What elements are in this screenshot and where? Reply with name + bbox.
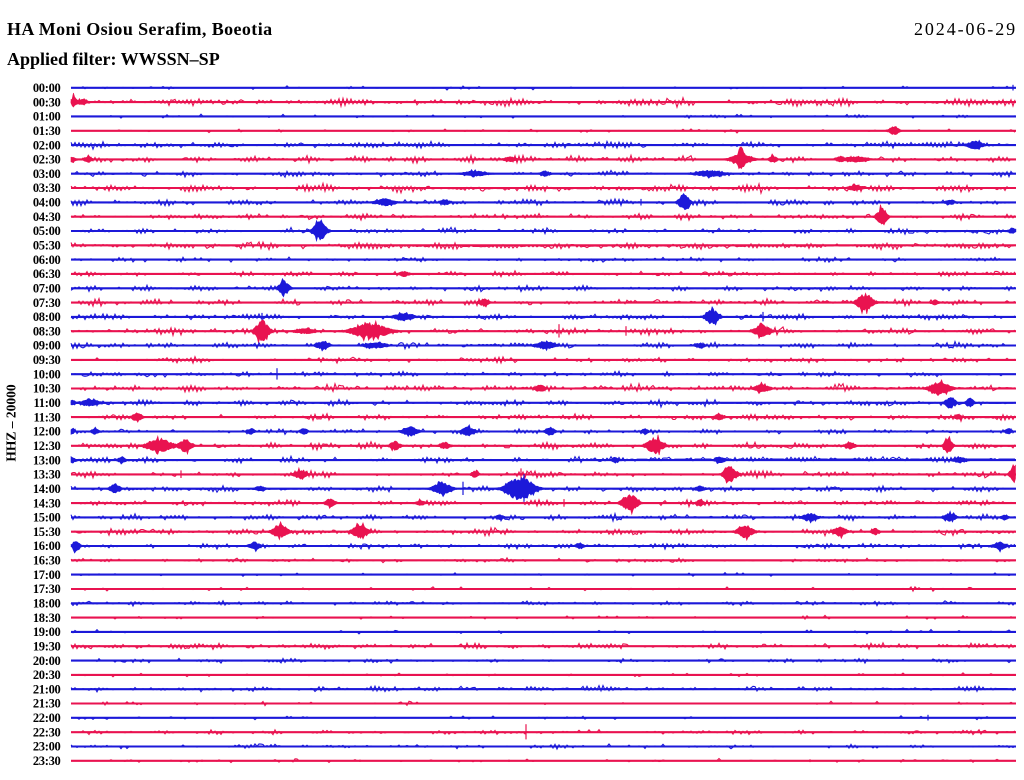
svg-text:HA Moni Osiou Serafim, Boeotia: HA Moni Osiou Serafim, Boeotia [7, 19, 273, 39]
svg-text:13:00: 13:00 [33, 453, 61, 467]
svg-text:19:00: 19:00 [33, 625, 61, 639]
svg-text:20:30: 20:30 [33, 668, 61, 682]
svg-text:21:30: 21:30 [33, 697, 61, 711]
svg-text:05:00: 05:00 [33, 224, 61, 238]
svg-text:03:30: 03:30 [33, 181, 61, 195]
svg-text:15:00: 15:00 [33, 511, 61, 525]
svg-text:23:30: 23:30 [33, 754, 61, 768]
svg-text:04:00: 04:00 [33, 196, 61, 210]
svg-text:13:30: 13:30 [33, 468, 61, 482]
svg-text:23:00: 23:00 [33, 740, 61, 754]
svg-text:10:30: 10:30 [33, 382, 61, 396]
svg-text:19:30: 19:30 [33, 639, 61, 653]
svg-text:18:00: 18:00 [33, 597, 61, 611]
svg-text:04:30: 04:30 [33, 210, 61, 224]
svg-text:17:00: 17:00 [33, 568, 61, 582]
svg-text:06:00: 06:00 [33, 253, 61, 267]
svg-text:08:30: 08:30 [33, 324, 61, 338]
svg-text:11:30: 11:30 [34, 410, 61, 424]
svg-text:10:00: 10:00 [33, 367, 61, 381]
svg-text:14:00: 14:00 [33, 482, 61, 496]
svg-text:07:00: 07:00 [33, 282, 61, 296]
svg-text:22:30: 22:30 [33, 725, 61, 739]
svg-text:09:30: 09:30 [33, 353, 61, 367]
svg-text:00:00: 00:00 [33, 81, 61, 95]
svg-text:05:30: 05:30 [33, 239, 61, 253]
svg-text:21:00: 21:00 [33, 682, 61, 696]
svg-text:16:30: 16:30 [33, 554, 61, 568]
svg-text:07:30: 07:30 [33, 296, 61, 310]
svg-text:16:00: 16:00 [33, 539, 61, 553]
svg-text:00:30: 00:30 [33, 95, 61, 109]
svg-text:03:00: 03:00 [33, 167, 61, 181]
svg-text:15:30: 15:30 [33, 525, 61, 539]
svg-text:20:00: 20:00 [33, 654, 61, 668]
svg-text:14:30: 14:30 [33, 496, 61, 510]
svg-text:11:00: 11:00 [34, 396, 61, 410]
svg-text:12:00: 12:00 [33, 425, 61, 439]
svg-text:17:30: 17:30 [33, 582, 61, 596]
svg-text:02:00: 02:00 [33, 138, 61, 152]
svg-text:Applied filter: WWSSN–SP: Applied filter: WWSSN–SP [7, 49, 220, 69]
svg-text:2024-06-29: 2024-06-29 [914, 19, 1017, 39]
svg-text:12:30: 12:30 [33, 439, 61, 453]
svg-text:08:00: 08:00 [33, 310, 61, 324]
svg-text:18:30: 18:30 [33, 611, 61, 625]
svg-text:01:30: 01:30 [33, 124, 61, 138]
svg-text:09:00: 09:00 [33, 339, 61, 353]
svg-text:02:30: 02:30 [33, 153, 61, 167]
svg-text:06:30: 06:30 [33, 267, 61, 281]
svg-text:22:00: 22:00 [33, 711, 61, 725]
svg-text:HHZ – 20000: HHZ – 20000 [4, 384, 19, 462]
svg-text:01:00: 01:00 [33, 110, 61, 124]
